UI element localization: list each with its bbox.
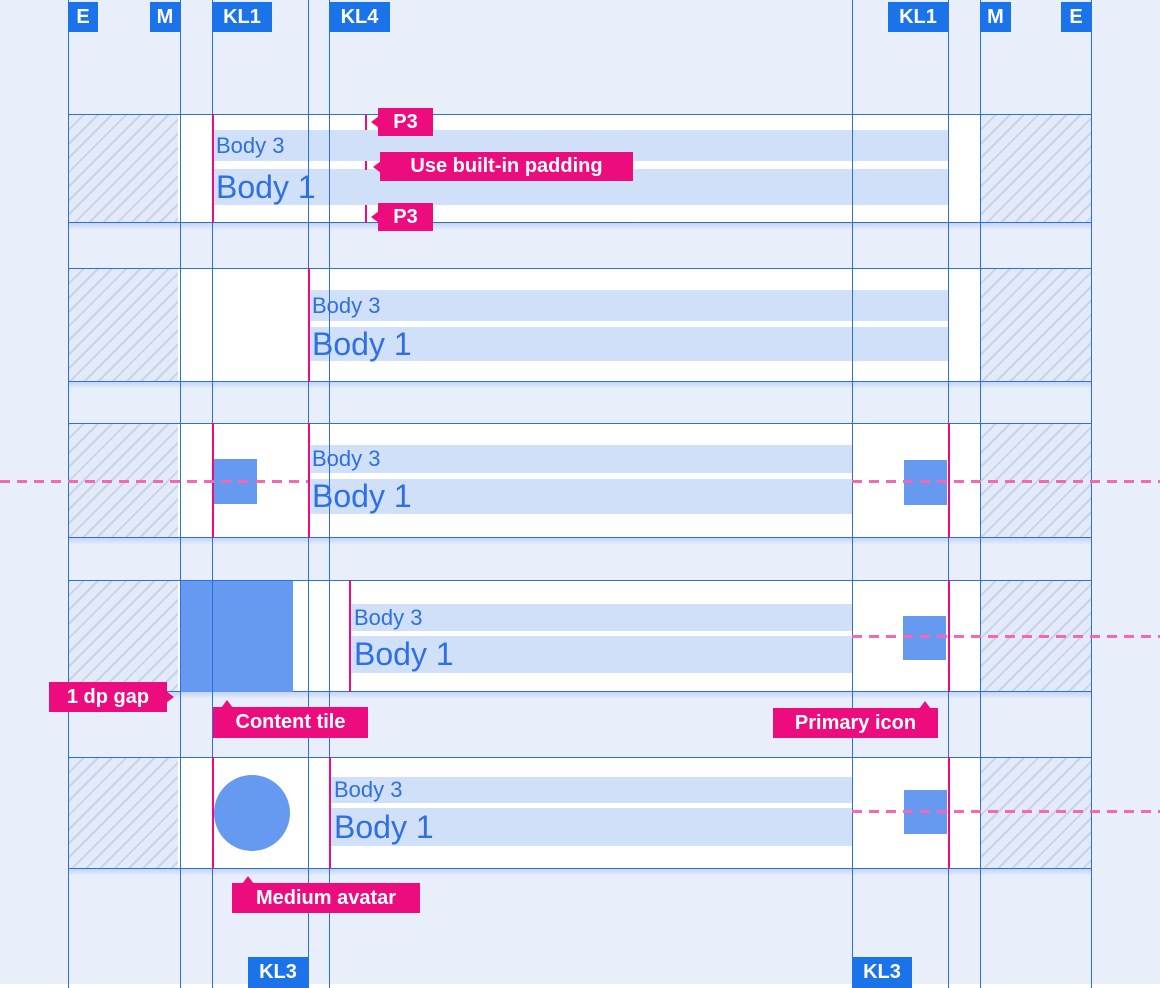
keyline-kl4 [329, 0, 330, 988]
callout-label: Use built-in padding [410, 155, 603, 177]
center-dashed-line [0, 480, 308, 483]
callout-arrow [371, 211, 379, 223]
callout-arrow [221, 700, 233, 708]
row-shadow [68, 692, 1091, 699]
padding-tick-top [365, 115, 367, 130]
center-dashed-line [852, 810, 1160, 813]
badge-label: KL1 [899, 5, 937, 28]
center-dashed-line [852, 480, 1160, 483]
body3-text-bar: Body 3 [351, 604, 852, 631]
badge-label: E [1069, 5, 1083, 28]
medium-avatar [214, 775, 290, 851]
keyline-badge-e-left: E [68, 2, 98, 32]
callout-arrow [373, 160, 381, 173]
body3-label: Body 3 [334, 777, 403, 802]
body3-label: Body 3 [354, 605, 423, 630]
keyline-badge-e-right: E [1061, 2, 1091, 32]
callout-use-builtin-padding: Use built-in padding [373, 152, 633, 181]
body3-label: Body 3 [216, 133, 285, 158]
left-margin-hatch [68, 269, 178, 381]
padding-tick-middle [365, 161, 367, 170]
body3-label: Body 3 [312, 293, 381, 318]
badge-label: M [156, 5, 174, 28]
keyline-e-right [1091, 0, 1092, 988]
right-margin-hatch [980, 115, 1091, 222]
content-tile [181, 581, 293, 692]
body1-label: Body 1 [312, 326, 412, 362]
badge-label: E [76, 5, 90, 28]
active-keyline-kl4 [329, 757, 331, 869]
active-keyline-kl3 [308, 268, 310, 382]
keyline-kl3-right [852, 0, 853, 988]
body1-text-bar: Body 1 [309, 327, 948, 361]
body1-text-bar: Body 1 [331, 808, 852, 846]
keyline-badge-kl1-right: KL1 [888, 2, 948, 32]
badge-label: KL3 [863, 961, 901, 983]
body1-label: Body 1 [216, 169, 316, 205]
keyline-badge-kl3-right: KL3 [852, 957, 912, 988]
body3-text-bar: Body 3 [309, 290, 948, 321]
badge-label: KL3 [259, 961, 297, 983]
padding-tick-bottom [365, 205, 367, 223]
callout-primary-icon: Primary icon [773, 701, 938, 738]
callout-content-tile: Content tile [213, 700, 368, 738]
body3-label: Body 3 [312, 446, 381, 471]
keyline-badge-kl3-left: KL3 [248, 957, 308, 988]
callout-label: P3 [393, 110, 418, 133]
bottom-edge-strip [0, 984, 1160, 988]
callout-label: Medium avatar [255, 886, 397, 909]
callout-p3-top: P3 [371, 108, 433, 136]
callout-arrow [166, 691, 174, 703]
callout-label: Content tile [235, 711, 346, 733]
body3-text-bar: Body 3 [331, 777, 852, 803]
body3-text-bar: Body 3 [309, 445, 852, 473]
callout-medium-avatar: Medium avatar [232, 876, 420, 913]
body1-text-bar: Body 1 [309, 479, 852, 514]
active-keyline-kl1 [212, 114, 214, 223]
callout-label: P3 [393, 205, 418, 228]
callout-arrow [919, 701, 931, 709]
right-margin-hatch [980, 269, 1091, 381]
row-shadow [68, 869, 1091, 876]
callout-p3-bottom: P3 [371, 203, 433, 231]
row-shadow [68, 382, 1091, 389]
callout-label: 1 dp gap [66, 685, 150, 708]
callout-one-dp-gap: 1 dp gap [49, 682, 174, 712]
keyline-e-left [68, 0, 69, 988]
keyline-m-right [980, 0, 981, 988]
body1-label: Body 1 [334, 809, 434, 845]
primary-icon-placeholder [903, 616, 946, 660]
active-keyline-kl3 [308, 423, 310, 538]
right-margin-hatch [980, 758, 1091, 868]
active-keyline-kl1 [212, 757, 214, 869]
keyline-badge-m-right: M [980, 2, 1011, 32]
left-margin-hatch [68, 115, 178, 222]
body1-label: Body 1 [312, 478, 412, 514]
center-dashed-line [852, 635, 1160, 638]
body1-text-bar: Body 1 [351, 636, 852, 673]
row-shadow [68, 538, 1091, 545]
badge-label: M [987, 5, 1004, 28]
keyline-badge-m-left: M [150, 2, 180, 32]
active-keyline-kl1-right [948, 757, 950, 869]
callout-arrow [242, 876, 254, 884]
callout-arrow [371, 116, 379, 128]
badge-label: KL1 [223, 5, 261, 28]
keyline-m-left [180, 0, 181, 988]
keyline-badge-kl4: KL4 [329, 2, 390, 32]
active-keyline-tile-text [349, 580, 351, 692]
body1-label: Body 1 [354, 636, 454, 672]
left-margin-hatch [68, 758, 178, 868]
badge-label: KL4 [340, 5, 379, 28]
left-margin-hatch [68, 581, 178, 691]
keyline-badge-kl1-left: KL1 [212, 2, 272, 32]
list-item-row-2 [68, 268, 1091, 382]
row-shadow [68, 223, 1091, 230]
callout-label: Primary icon [794, 711, 917, 734]
